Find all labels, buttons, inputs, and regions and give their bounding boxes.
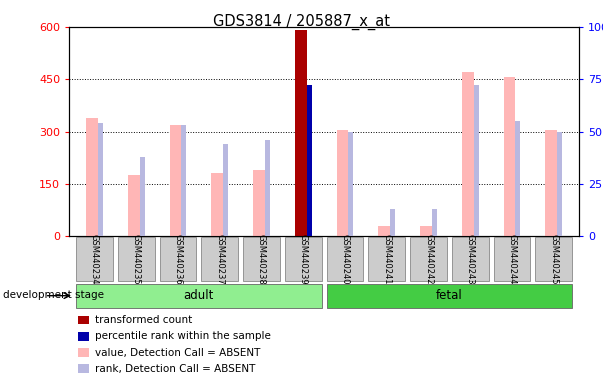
Text: adult: adult	[184, 289, 214, 302]
Text: GSM440238: GSM440238	[257, 234, 266, 285]
FancyBboxPatch shape	[410, 237, 447, 281]
Bar	[223, 144, 228, 236]
Text: GSM440244: GSM440244	[508, 234, 517, 285]
Bar	[420, 226, 432, 236]
Bar	[169, 124, 182, 236]
Bar	[336, 130, 349, 236]
Text: GSM440234: GSM440234	[90, 234, 99, 285]
Bar	[557, 131, 562, 236]
FancyBboxPatch shape	[118, 237, 154, 281]
FancyBboxPatch shape	[494, 237, 531, 281]
Text: GDS3814 / 205887_x_at: GDS3814 / 205887_x_at	[213, 13, 390, 30]
Text: percentile rank within the sample: percentile rank within the sample	[95, 331, 271, 341]
Text: GSM440241: GSM440241	[382, 234, 391, 285]
Bar	[546, 130, 557, 236]
Text: GSM440239: GSM440239	[298, 234, 308, 285]
Text: rank, Detection Call = ABSENT: rank, Detection Call = ABSENT	[95, 364, 256, 374]
Bar	[306, 86, 312, 236]
Text: GSM440235: GSM440235	[131, 234, 140, 285]
Bar	[390, 209, 395, 236]
Bar	[265, 140, 270, 236]
Bar	[473, 86, 479, 236]
Text: fetal: fetal	[436, 289, 463, 302]
FancyBboxPatch shape	[76, 283, 321, 308]
Bar	[86, 118, 98, 236]
Bar	[139, 157, 145, 236]
Bar	[211, 174, 223, 236]
Text: GSM440236: GSM440236	[174, 234, 183, 285]
Text: development stage: development stage	[3, 290, 104, 300]
Text: value, Detection Call = ABSENT: value, Detection Call = ABSENT	[95, 348, 260, 358]
Bar	[253, 170, 265, 236]
Bar	[128, 175, 139, 236]
Bar	[182, 125, 186, 236]
Bar	[379, 226, 390, 236]
Bar	[504, 78, 516, 236]
FancyBboxPatch shape	[327, 237, 364, 281]
FancyBboxPatch shape	[452, 237, 488, 281]
Bar	[462, 72, 473, 236]
Text: GSM440240: GSM440240	[341, 234, 350, 285]
FancyBboxPatch shape	[535, 237, 572, 281]
Text: GSM440243: GSM440243	[466, 234, 475, 285]
Bar	[349, 131, 353, 236]
FancyBboxPatch shape	[368, 237, 405, 281]
Bar	[98, 123, 103, 236]
FancyBboxPatch shape	[201, 237, 238, 281]
FancyBboxPatch shape	[243, 237, 280, 281]
FancyBboxPatch shape	[160, 237, 197, 281]
Text: GSM440242: GSM440242	[424, 234, 433, 285]
Bar	[432, 209, 437, 236]
FancyBboxPatch shape	[76, 237, 113, 281]
Bar	[516, 121, 520, 236]
Text: GSM440237: GSM440237	[215, 234, 224, 285]
Text: GSM440245: GSM440245	[549, 234, 558, 285]
FancyBboxPatch shape	[285, 237, 321, 281]
Bar	[295, 30, 306, 236]
Text: transformed count: transformed count	[95, 315, 192, 325]
FancyBboxPatch shape	[327, 283, 572, 308]
